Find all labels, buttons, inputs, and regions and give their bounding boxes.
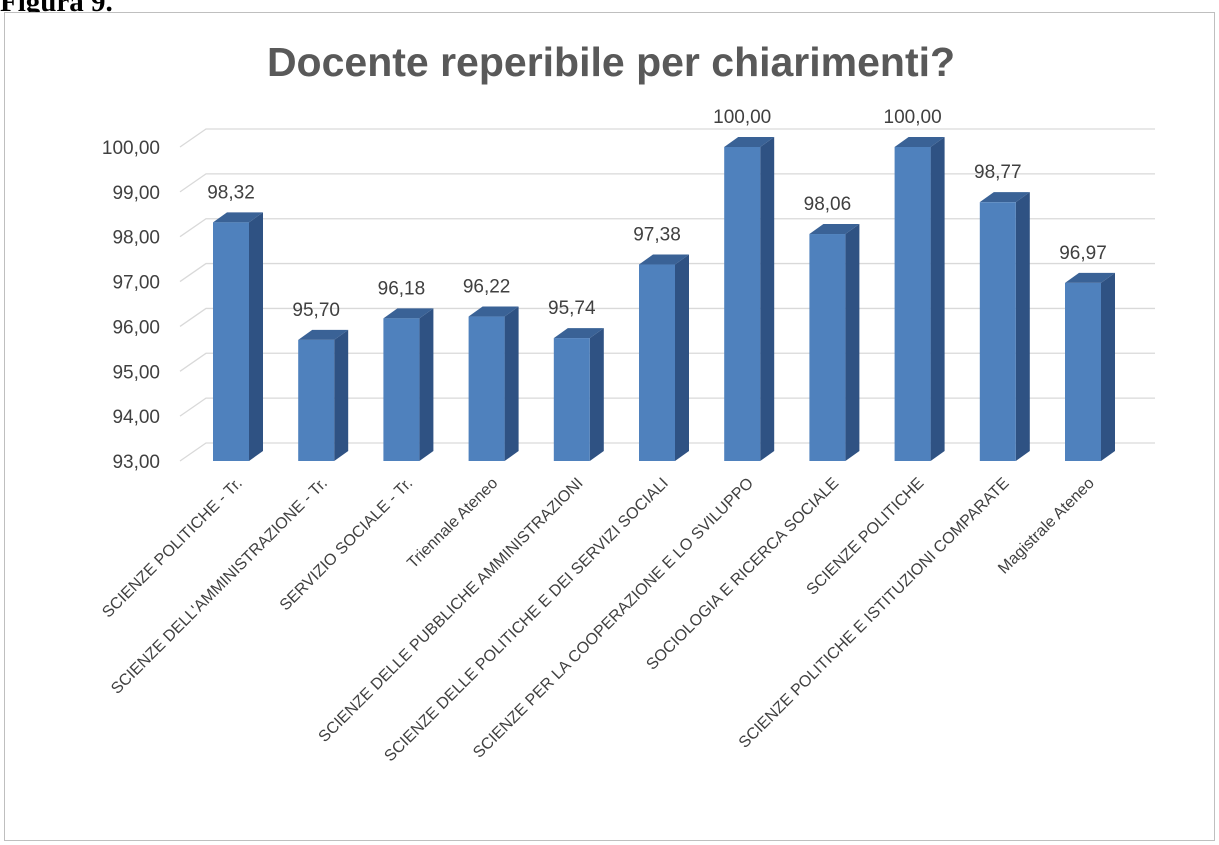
bar-side xyxy=(1015,192,1030,461)
data-label: 95,70 xyxy=(292,300,340,321)
bar-front xyxy=(383,318,420,461)
chart-title: Docente reperibile per chiarimenti? xyxy=(267,39,955,85)
bar-top xyxy=(724,137,775,147)
bar-side xyxy=(419,308,434,461)
bar-top xyxy=(213,212,263,223)
category-label: SCIENZE PER LA COOPERAZIONE E LO SVILUPP… xyxy=(470,475,757,762)
gridline xyxy=(179,173,1155,193)
bar xyxy=(1065,272,1115,461)
bar-front xyxy=(894,147,931,461)
bar-top xyxy=(553,328,604,339)
y-tick-label: 98,00 xyxy=(112,228,160,249)
bar-side xyxy=(760,137,775,461)
bar-side xyxy=(334,329,349,461)
y-tick-label: 99,00 xyxy=(112,183,160,204)
bar-side xyxy=(1101,272,1115,461)
category-label: SCIENZE POLITICHE - Tr. xyxy=(99,475,246,622)
bar-side xyxy=(589,328,604,461)
data-label: 95,74 xyxy=(548,298,596,319)
y-tick-label: 100,00 xyxy=(102,138,160,159)
bar-top xyxy=(809,224,860,235)
bars xyxy=(213,137,1115,461)
bar xyxy=(809,224,860,461)
data-label: 96,18 xyxy=(378,278,426,299)
bar xyxy=(468,306,519,461)
category-label: SOCIOLOGIA E RICERCA SOCIALE xyxy=(643,475,842,674)
y-tick-label: 93,00 xyxy=(112,452,160,473)
bar-top xyxy=(894,137,945,147)
bar xyxy=(383,308,434,461)
bar-side xyxy=(845,224,860,461)
category-label: Triennale Ateneo xyxy=(404,475,501,572)
bar xyxy=(639,254,689,461)
bar-top xyxy=(383,308,434,319)
bar xyxy=(213,212,263,461)
bar xyxy=(553,328,604,461)
bar-side xyxy=(504,306,519,461)
bar-top xyxy=(639,254,689,265)
bar-front xyxy=(809,234,846,461)
data-label: 96,97 xyxy=(1059,243,1107,264)
bar-top xyxy=(979,192,1030,203)
bar-top xyxy=(468,306,519,317)
y-tick-label: 95,00 xyxy=(112,362,160,383)
bar xyxy=(979,192,1030,461)
category-label: Magistrale Ateneo xyxy=(995,475,1098,578)
bar-front xyxy=(724,147,761,461)
data-label: 98,06 xyxy=(804,194,852,215)
bar-side xyxy=(249,212,263,461)
gridline xyxy=(179,218,1155,238)
y-tick-label: 94,00 xyxy=(112,407,160,428)
bar-top xyxy=(298,329,349,340)
bar-front xyxy=(639,264,675,461)
gridline xyxy=(179,128,1155,148)
y-axis-ticks: 93,00 94,00 95,00 96,00 97,00 98,00 99,00 100,0… xyxy=(102,138,160,473)
bar-front xyxy=(553,338,590,461)
data-label: 97,38 xyxy=(633,225,681,246)
bar-front xyxy=(298,339,335,461)
data-label: 96,22 xyxy=(463,277,511,298)
category-label: SCIENZE DELLE POLITICHE E DEI SERVIZI SO… xyxy=(381,475,671,765)
bar-side xyxy=(675,254,689,461)
y-tick-label: 97,00 xyxy=(112,273,160,294)
bar-front xyxy=(979,202,1016,461)
data-labels: 98,32 95,70 96,18 96,22 95,74 97,38 100,00 98,0… xyxy=(207,107,1107,321)
category-labels: SCIENZE POLITICHE - Tr.SCIENZE DELL'AMMI… xyxy=(99,475,1098,765)
bar xyxy=(724,137,775,461)
y-tick-label: 96,00 xyxy=(112,317,160,338)
bar-side xyxy=(930,137,945,461)
bar xyxy=(894,137,945,461)
data-label: 98,77 xyxy=(974,162,1022,183)
data-label: 98,32 xyxy=(207,182,255,203)
data-label: 100,00 xyxy=(713,107,771,128)
bar-front xyxy=(213,222,249,461)
bar xyxy=(298,329,349,461)
data-label: 100,00 xyxy=(884,107,942,128)
bar-front xyxy=(1065,282,1101,461)
bar-top xyxy=(1065,272,1115,283)
bar-front xyxy=(468,316,505,461)
